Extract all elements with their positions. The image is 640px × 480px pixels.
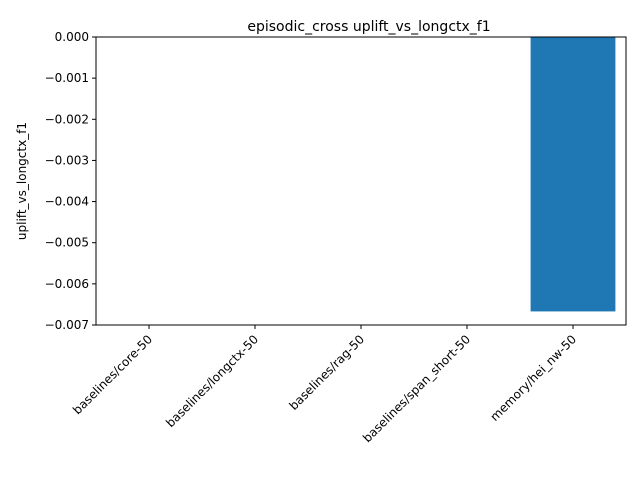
y-tick-label: −0.001 (45, 71, 89, 85)
x-tick-label: baselines/span_short-50 (360, 332, 473, 445)
y-axis-label: uplift_vs_longctx_f1 (15, 122, 29, 240)
bar-4 (530, 37, 616, 312)
x-tick-label: baselines/longctx-50 (163, 332, 261, 430)
y-tick-label: −0.006 (45, 277, 89, 291)
y-tick-label: −0.005 (45, 236, 89, 250)
x-axis: baselines/core-50 baselines/longctx-50 bas… (70, 325, 579, 445)
y-tick-label: −0.002 (45, 112, 89, 126)
x-tick-label: baselines/rag-50 (286, 332, 367, 413)
y-tick-label: 0.000 (55, 30, 89, 44)
y-tick-label: −0.007 (45, 318, 89, 332)
y-tick-label: −0.003 (45, 153, 89, 167)
x-tick-label: baselines/core-50 (70, 332, 155, 417)
chart-title: episodic_cross uplift_vs_longctx_f1 (247, 19, 490, 35)
y-tick-label: −0.004 (45, 195, 89, 209)
bars-group (530, 37, 616, 312)
y-axis: 0.000 −0.001 −0.002 −0.003 −0.004 −0.005 −0.00… (45, 30, 96, 332)
x-tick-label: memory/hei_nw-50 (488, 332, 580, 424)
